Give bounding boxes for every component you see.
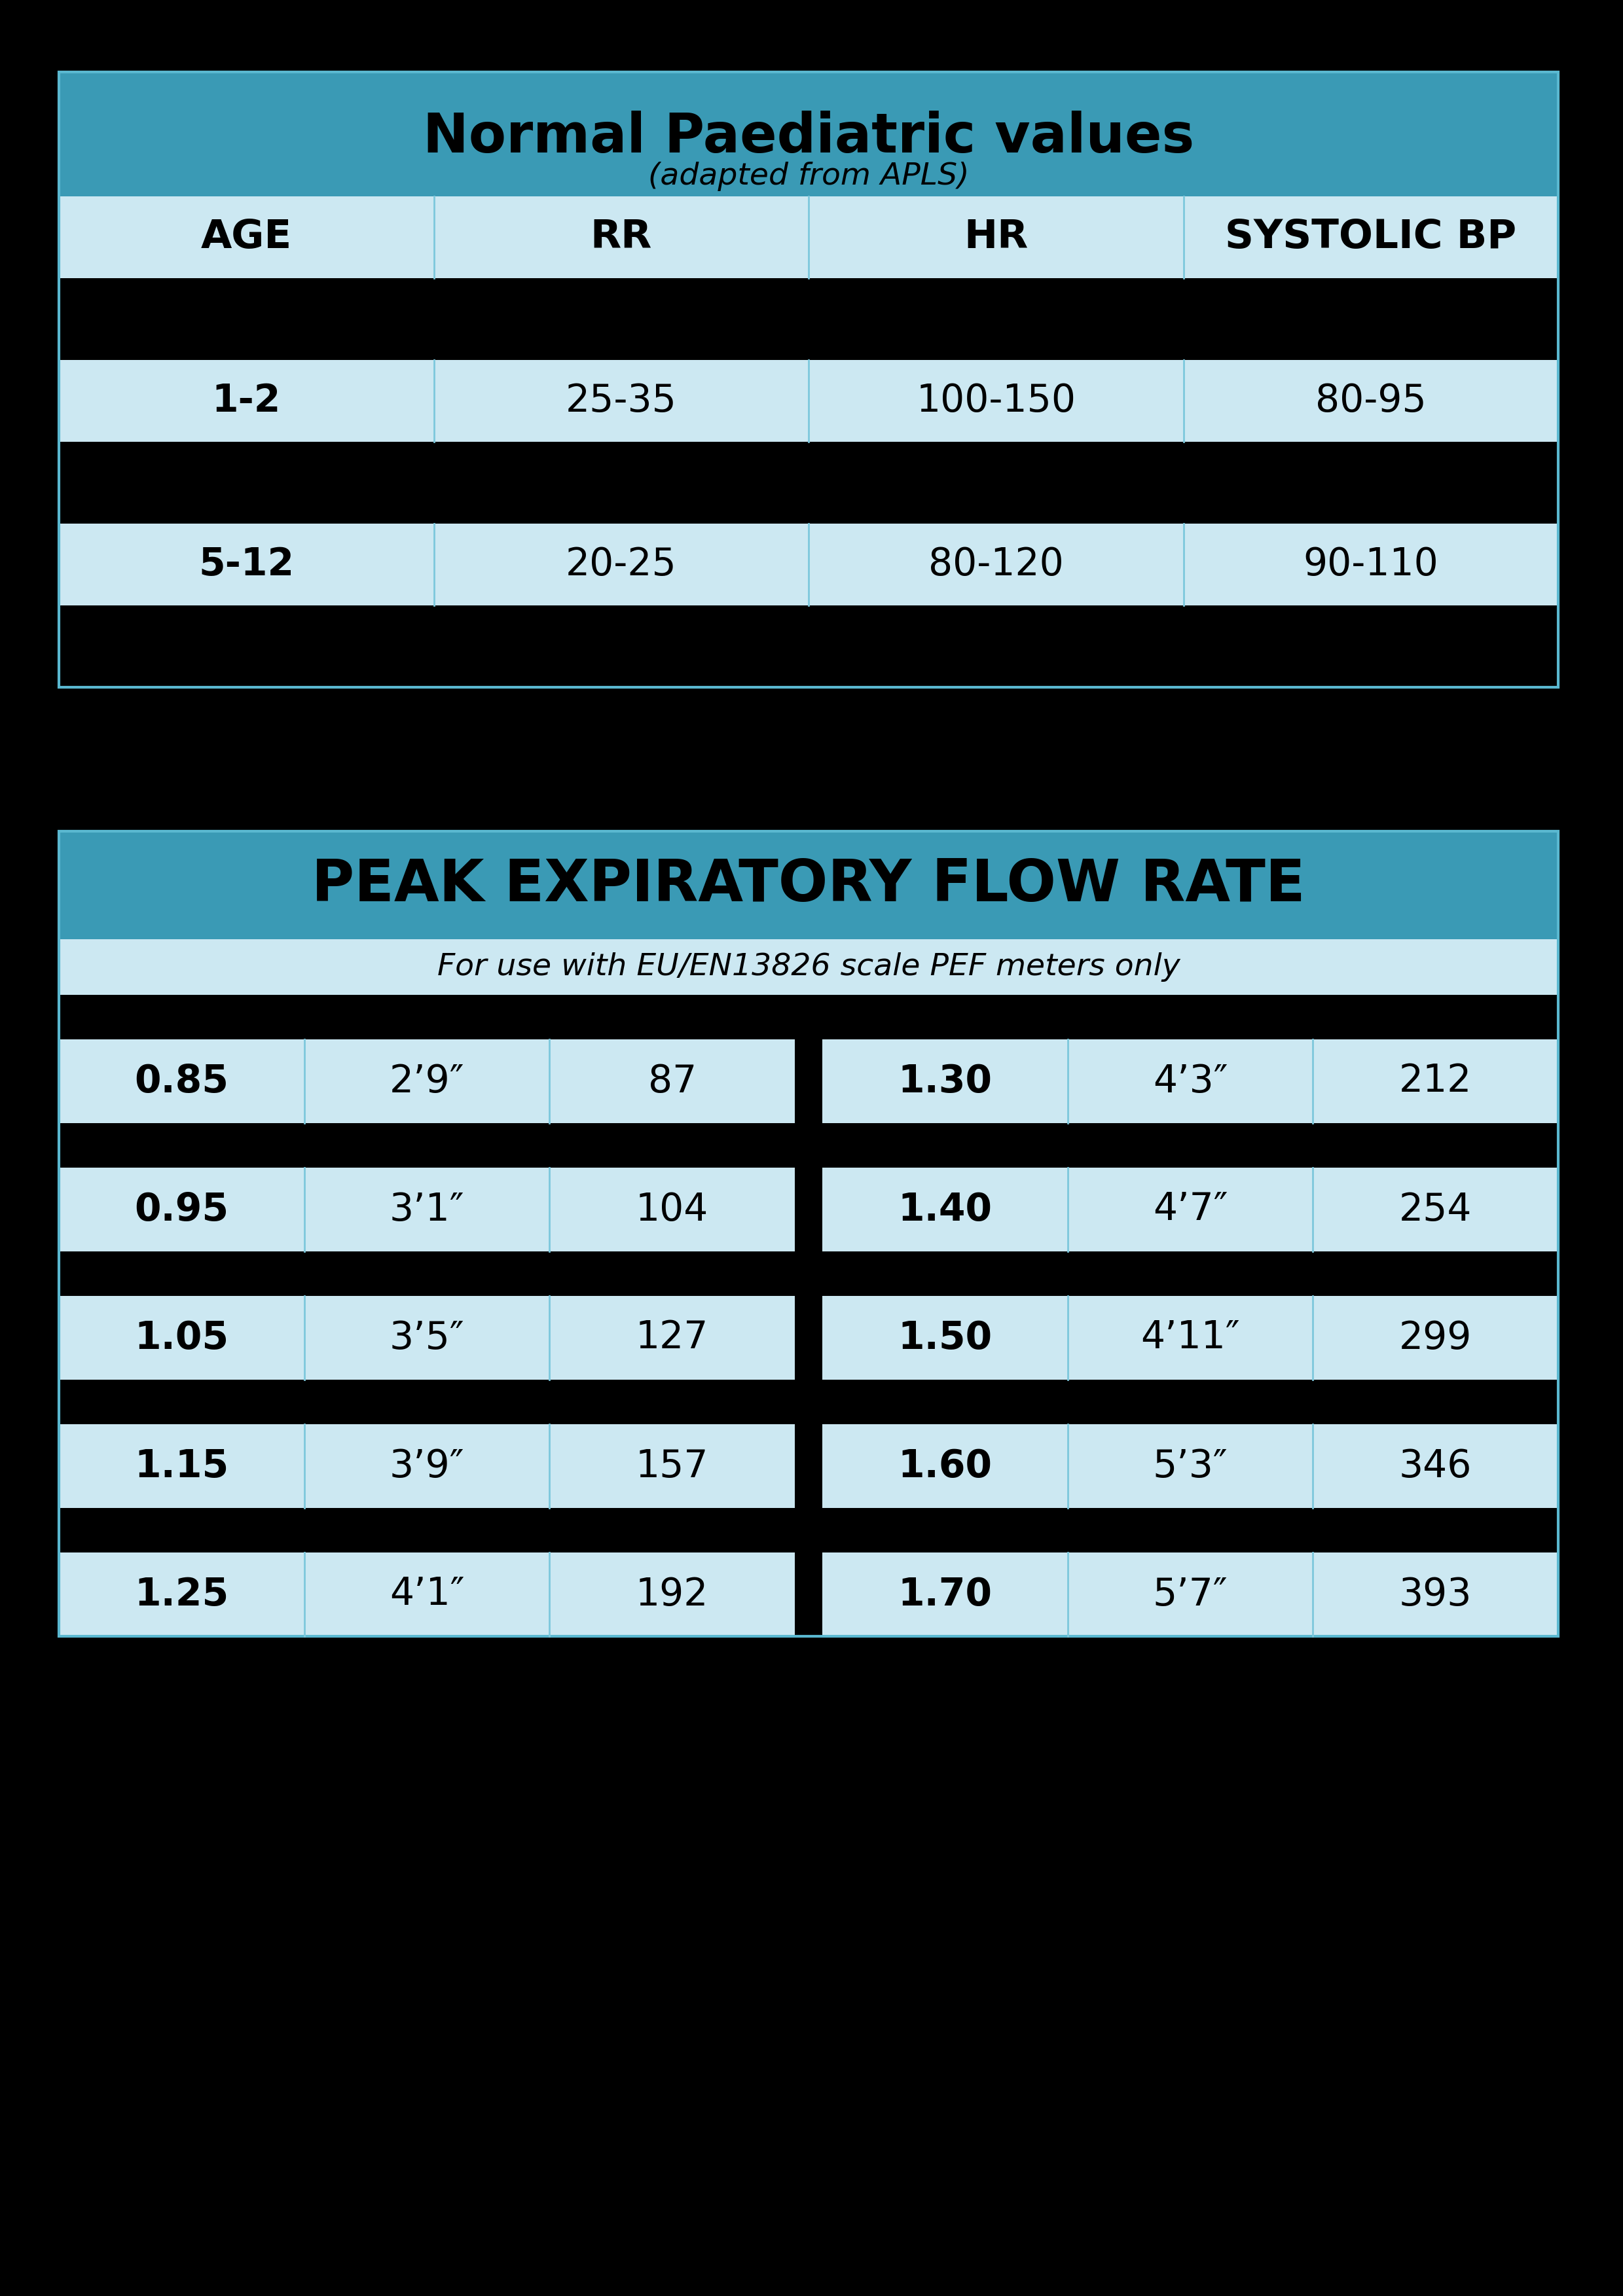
Text: 100-150: 100-150	[915, 381, 1076, 420]
Bar	[823, 994, 1558, 1040]
Bar	[795, 1123, 823, 1251]
Bar	[58, 831, 1558, 939]
Bar	[58, 197, 1558, 278]
Text: 4’11″: 4’11″	[1141, 1320, 1240, 1357]
Text: 80-95: 80-95	[1315, 381, 1427, 420]
Text: 80-120: 80-120	[928, 546, 1063, 583]
Text: RR: RR	[591, 218, 652, 257]
Bar	[823, 1169, 1558, 1251]
Bar	[823, 1251, 1558, 1295]
Bar	[58, 1295, 795, 1380]
Text: 0.95: 0.95	[135, 1192, 229, 1228]
Text: 4’1″: 4’1″	[390, 1575, 464, 1614]
Text: 1.30: 1.30	[898, 1063, 992, 1100]
Text: SYSTOLIC BP: SYSTOLIC BP	[1225, 218, 1516, 257]
Text: 157: 157	[636, 1446, 709, 1486]
Bar	[823, 1040, 1558, 1123]
Bar	[58, 71, 1558, 197]
Bar	[823, 1552, 1558, 1637]
Bar	[823, 1295, 1558, 1380]
Text: 299: 299	[1399, 1320, 1472, 1357]
Bar	[58, 441, 1558, 523]
Bar	[58, 1251, 795, 1295]
Text: 5’3″: 5’3″	[1152, 1446, 1227, 1486]
Bar	[58, 1552, 795, 1637]
Bar	[58, 1123, 795, 1169]
Bar	[58, 278, 1558, 360]
Text: 1.70: 1.70	[898, 1575, 992, 1614]
Text: 346: 346	[1399, 1446, 1472, 1486]
Bar	[58, 939, 1558, 994]
Text: 192: 192	[636, 1575, 709, 1614]
Bar	[58, 1508, 795, 1552]
Text: (adapted from APLS): (adapted from APLS)	[648, 163, 969, 191]
Text: 3’9″: 3’9″	[390, 1446, 464, 1486]
Bar	[58, 1169, 795, 1251]
Bar	[795, 994, 823, 1123]
Bar	[58, 1424, 795, 1508]
Text: 5’7″: 5’7″	[1152, 1575, 1227, 1614]
Text: 1.05: 1.05	[135, 1320, 229, 1357]
Text: 1.60: 1.60	[898, 1446, 992, 1486]
Text: HR: HR	[964, 218, 1027, 257]
Text: 87: 87	[648, 1063, 696, 1100]
Text: Normal Paediatric values: Normal Paediatric values	[424, 110, 1195, 163]
Text: 1.15: 1.15	[135, 1446, 229, 1486]
Text: 393: 393	[1399, 1575, 1472, 1614]
Text: 4’3″: 4’3″	[1152, 1063, 1227, 1100]
Text: 1.40: 1.40	[898, 1192, 992, 1228]
Text: 25-35: 25-35	[565, 381, 677, 420]
Text: 4’7″: 4’7″	[1152, 1192, 1227, 1228]
Text: For use with EU/EN13826 scale PEF meters only: For use with EU/EN13826 scale PEF meters…	[437, 953, 1180, 983]
Bar	[58, 1040, 795, 1123]
Text: 3’5″: 3’5″	[390, 1320, 464, 1357]
Bar	[823, 1424, 1558, 1508]
Text: 0.85: 0.85	[135, 1063, 229, 1100]
Bar	[58, 994, 795, 1040]
Text: 3’1″: 3’1″	[390, 1192, 464, 1228]
Text: 90-110: 90-110	[1303, 546, 1438, 583]
Bar	[58, 523, 1558, 606]
Text: 104: 104	[636, 1192, 709, 1228]
Bar	[58, 831, 1558, 1637]
Text: 2’9″: 2’9″	[390, 1063, 464, 1100]
Text: 1.50: 1.50	[898, 1320, 992, 1357]
Text: 20-25: 20-25	[565, 546, 677, 583]
Text: 254: 254	[1399, 1192, 1472, 1228]
Bar	[823, 1508, 1558, 1552]
Text: 1-2: 1-2	[213, 381, 281, 420]
Text: AGE: AGE	[201, 218, 292, 257]
Bar	[795, 1380, 823, 1508]
Bar	[823, 1123, 1558, 1169]
Bar	[58, 360, 1558, 441]
Text: 127: 127	[636, 1320, 709, 1357]
Text: 1.25: 1.25	[135, 1575, 229, 1614]
Bar	[795, 1251, 823, 1380]
Text: 5-12: 5-12	[198, 546, 294, 583]
Text: 212: 212	[1399, 1063, 1472, 1100]
Text: PEAK EXPIRATORY FLOW RATE: PEAK EXPIRATORY FLOW RATE	[312, 856, 1305, 914]
Bar	[823, 1380, 1558, 1424]
Bar	[58, 71, 1558, 687]
Bar	[58, 606, 1558, 687]
Bar	[795, 1508, 823, 1637]
Bar	[58, 1380, 795, 1424]
